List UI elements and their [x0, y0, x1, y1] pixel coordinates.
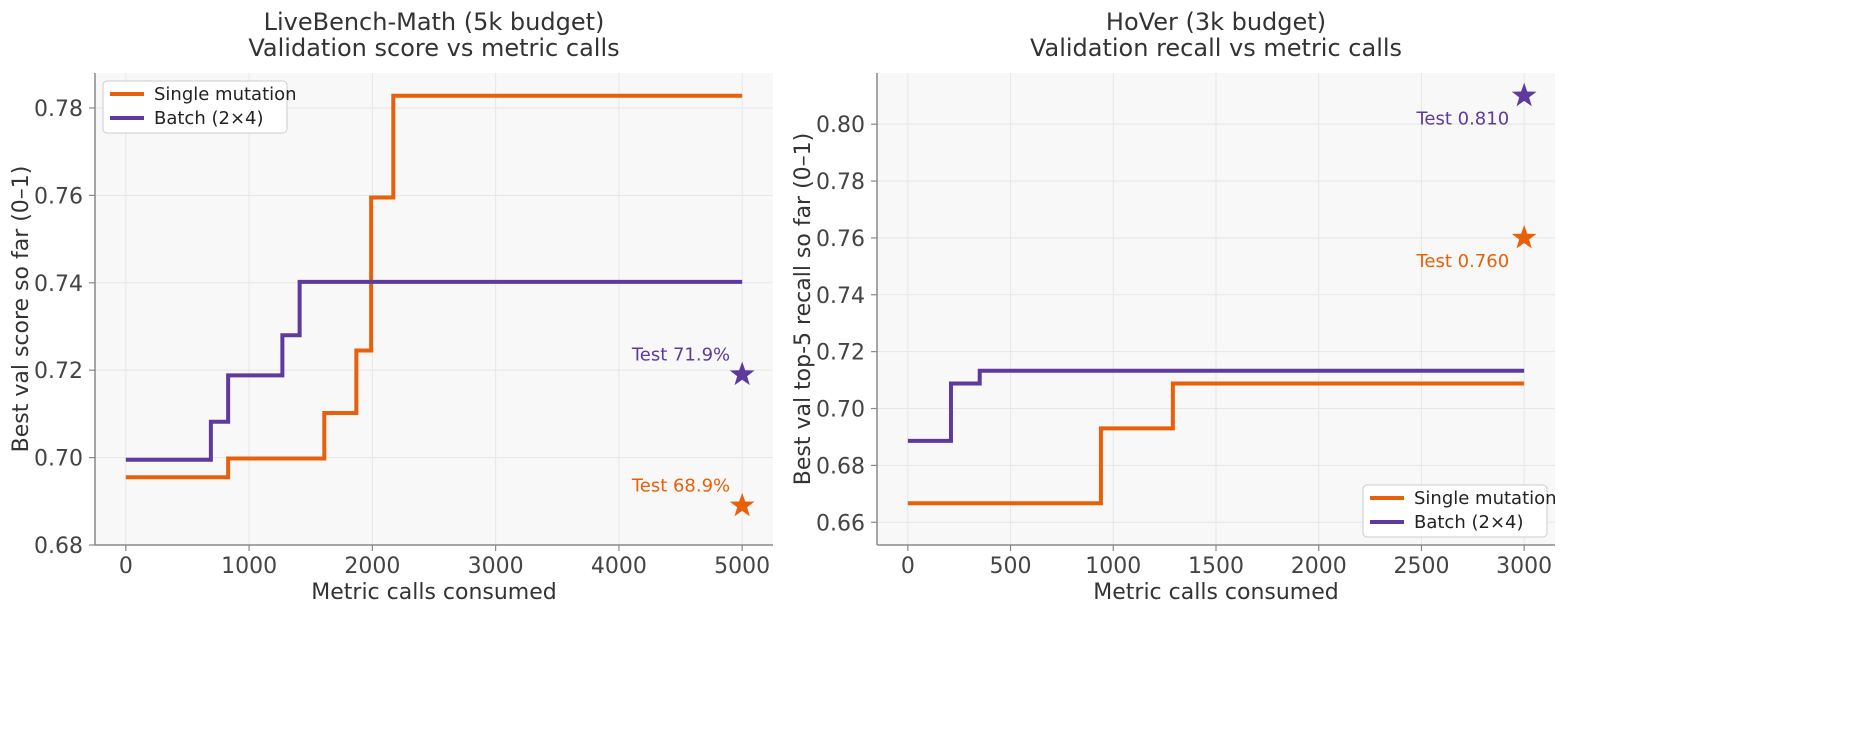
x-tick-label: 1000	[1085, 554, 1141, 579]
x-tick-label: 2000	[344, 554, 400, 579]
y-tick-label: 0.76	[816, 227, 865, 252]
y-tick-label: 0.68	[34, 534, 83, 559]
series-line-single-mutation	[907, 381, 1525, 506]
x-tick-label: 4000	[591, 554, 647, 579]
y-axis-label: Best val score so far (0–1)	[9, 166, 34, 453]
chart-subtitle: Validation recall vs metric calls	[1030, 34, 1402, 62]
legend-label-single: Single mutation	[154, 84, 297, 105]
chart-title: LiveBench-Math (5k budget)	[264, 8, 605, 36]
test-star-marker	[729, 361, 755, 386]
test-score-label: Test 0.810	[1415, 109, 1509, 130]
plot-area	[95, 73, 773, 545]
legend: Single mutation Batch (2×4)	[1362, 484, 1557, 538]
y-tick-label: 0.72	[816, 341, 865, 366]
chart-subtitle: Validation score vs metric calls	[248, 34, 619, 62]
chart-panel-hover: 0 500 1000 1500 2000 2500 3000 0.66 0.68 0.70 0.7…	[791, 8, 1557, 605]
legend-box	[102, 80, 288, 134]
y-tick-label: 0.68	[816, 454, 865, 479]
series-lines	[907, 368, 1525, 506]
test-annotations: Test 71.9% Test 68.9%	[631, 345, 755, 517]
test-star-marker	[729, 492, 755, 517]
x-tick-label: 1500	[1188, 554, 1244, 579]
series-lines	[125, 93, 743, 480]
legend-label-single: Single mutation	[1414, 488, 1557, 509]
test-star-marker	[1511, 82, 1537, 107]
x-tick-label: 3000	[468, 554, 524, 579]
x-axis-label: Metric calls consumed	[1093, 580, 1338, 605]
x-axis-label: Metric calls consumed	[311, 580, 556, 605]
y-axis-ticks: 0.66 0.68 0.70 0.72 0.74 0.76 0.78 0.80	[816, 113, 877, 536]
legend-label-batch: Batch (2×4)	[154, 108, 264, 129]
y-tick-label: 0.72	[34, 359, 83, 384]
y-tick-label: 0.66	[816, 511, 865, 536]
test-score-label: Test 0.760	[1415, 251, 1509, 272]
test-score-label: Test 68.9%	[631, 476, 730, 497]
series-line-batch	[125, 279, 743, 462]
y-tick-label: 0.74	[816, 284, 865, 309]
chart-panel-livebench: 0 1000 2000 3000 4000 5000 0.680.700.720.740.…	[9, 8, 773, 605]
x-axis-ticks: 0 1000 2000 3000 4000 5000	[119, 545, 770, 579]
legend-box	[1362, 484, 1548, 538]
y-tick-label: 0.76	[34, 184, 83, 209]
y-tick-label: 0.70	[34, 447, 83, 472]
y-tick-label: 0.74	[34, 272, 83, 297]
x-tick-label: 3000	[1496, 554, 1552, 579]
x-tick-label: 2000	[1291, 554, 1347, 579]
y-axis-label: Best val top-5 recall so far (0–1)	[791, 133, 816, 486]
test-star-marker	[1511, 224, 1537, 249]
gridlines	[877, 73, 1555, 545]
y-tick-label: 0.80	[816, 113, 865, 138]
x-tick-label: 0	[119, 554, 133, 579]
axes-spines	[94, 73, 773, 546]
test-annotations: Test 0.810 Test 0.760	[1415, 82, 1537, 272]
chart-title: HoVer (3k budget)	[1106, 8, 1326, 36]
y-tick-label: 0.70	[816, 398, 865, 423]
y-tick-label: 0.78	[34, 97, 83, 122]
legend-label-batch: Batch (2×4)	[1414, 512, 1524, 533]
x-axis-ticks: 0 500 1000 1500 2000 2500 3000	[901, 545, 1552, 579]
x-tick-label: 500	[990, 554, 1032, 579]
x-tick-label: 5000	[714, 554, 770, 579]
x-tick-label: 2500	[1393, 554, 1449, 579]
test-score-label: Test 71.9%	[631, 345, 730, 366]
x-tick-label: 1000	[221, 554, 277, 579]
x-tick-label: 0	[901, 554, 915, 579]
legend: Single mutation Batch (2×4)	[102, 80, 297, 134]
series-line-single-mutation	[125, 93, 743, 480]
y-axis-ticks: 0.68 0.70 0.72 0.74 0.76 0.78	[34, 97, 95, 559]
y-tick-label: 0.78	[816, 170, 865, 195]
series-line-batch	[907, 368, 1525, 443]
